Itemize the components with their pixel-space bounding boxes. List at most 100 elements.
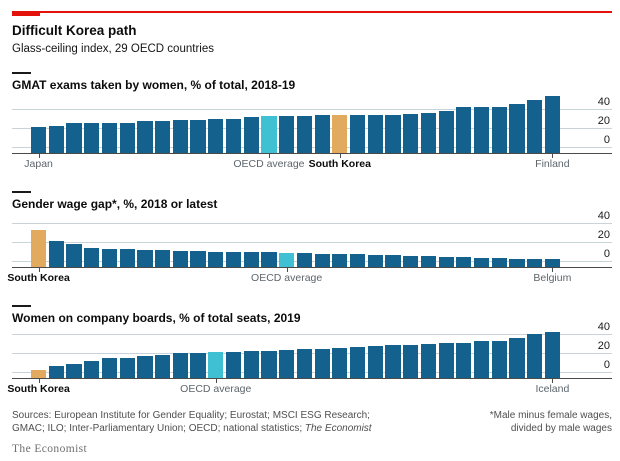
bar xyxy=(420,113,437,153)
bar xyxy=(155,120,171,153)
bar-oecd-average xyxy=(261,116,277,153)
bar xyxy=(225,118,242,153)
category-tick xyxy=(38,154,40,158)
footnote-text: *Male minus female wages, divided by mal… xyxy=(490,409,612,435)
chart-title-gmat: GMAT exams taken by women, % of total, 2… xyxy=(12,78,296,92)
panel-rule xyxy=(12,191,31,193)
panel-rule xyxy=(12,72,31,74)
bar xyxy=(84,122,100,153)
bar xyxy=(137,356,153,378)
category-label-belgium: Belgium xyxy=(533,272,572,284)
bar xyxy=(491,258,507,267)
bar xyxy=(66,244,82,267)
top-accent-rule xyxy=(12,11,612,16)
category-tick xyxy=(552,154,554,158)
sources-line2: GMAC; ILO; Inter-Parliamentary Union; OE… xyxy=(12,423,305,434)
page-subtitle: Glass-ceiling index, 29 OECD countries xyxy=(12,43,214,55)
bar-oecd-average xyxy=(208,352,224,378)
bar xyxy=(509,103,525,153)
category-tick xyxy=(268,154,270,158)
sources-line1: Sources: European Institute for Gender E… xyxy=(12,410,370,421)
bar xyxy=(544,96,561,153)
category-tick xyxy=(552,379,554,383)
bar xyxy=(66,122,82,153)
bar xyxy=(314,253,330,267)
y-axis-tick-label: 0 xyxy=(603,134,610,147)
bar xyxy=(243,351,259,378)
bar xyxy=(172,119,188,153)
bar xyxy=(84,248,100,267)
bar xyxy=(420,256,437,267)
y-axis-tick-label: 40 xyxy=(597,210,610,223)
category-label-japan: Japan xyxy=(24,158,53,170)
bar xyxy=(48,365,64,378)
category-label-oecd-average: OECD average xyxy=(233,158,305,170)
bars-container xyxy=(31,214,561,267)
category-label-south-korea: South Korea xyxy=(308,158,371,170)
gridline-20 xyxy=(12,128,612,130)
economist-wordmark: The Economist xyxy=(12,443,88,455)
bar xyxy=(296,253,312,267)
chart-title-boards: Women on company boards, % of total seat… xyxy=(12,311,301,325)
chart-panel-boards: Women on company boards, % of total seat… xyxy=(7,305,612,396)
bar xyxy=(367,115,383,153)
accent-line xyxy=(12,11,612,13)
gridline-20 xyxy=(12,242,612,244)
bar xyxy=(509,258,525,267)
bar xyxy=(155,354,171,378)
category-tick xyxy=(38,268,40,272)
gridline-40 xyxy=(12,109,612,111)
footnote-line2: divided by male wages xyxy=(510,423,612,434)
bar xyxy=(155,250,171,267)
bar xyxy=(349,115,366,153)
bar xyxy=(438,256,454,267)
bar xyxy=(119,249,135,267)
category-label-iceland: Iceland xyxy=(535,383,570,395)
bar xyxy=(403,344,419,378)
bar xyxy=(491,340,507,378)
bar xyxy=(137,120,153,153)
y-axis-tick-label: 20 xyxy=(597,115,610,128)
bar xyxy=(473,257,490,267)
sources-line2-italic: The Economist xyxy=(304,423,372,434)
gridline-0 xyxy=(12,372,612,374)
bar xyxy=(66,363,82,378)
bar xyxy=(420,344,437,378)
bar xyxy=(48,240,64,267)
bar xyxy=(172,250,188,267)
bar xyxy=(438,343,454,378)
bar xyxy=(208,251,224,267)
bar xyxy=(314,115,330,153)
bar xyxy=(385,345,401,378)
bar xyxy=(279,116,295,153)
bar xyxy=(544,331,561,378)
bar xyxy=(225,251,242,267)
bar xyxy=(137,249,153,267)
bar xyxy=(491,106,507,153)
bar xyxy=(527,99,543,153)
bar xyxy=(403,255,419,267)
bar xyxy=(225,351,242,378)
bar-south-korea xyxy=(31,370,47,378)
y-axis-tick-label: 20 xyxy=(597,229,610,242)
category-tick xyxy=(38,379,40,383)
bars-container xyxy=(31,95,561,153)
y-axis-tick-label: 40 xyxy=(597,96,610,109)
bar xyxy=(190,119,206,153)
bar xyxy=(544,259,561,267)
bar-south-korea xyxy=(31,229,47,267)
bar xyxy=(349,347,366,378)
bar xyxy=(456,342,472,378)
bar xyxy=(119,357,135,378)
panel-rule xyxy=(12,305,31,307)
chart-panel-gmat: GMAT exams taken by women, % of total, 2… xyxy=(12,72,612,171)
category-tick xyxy=(286,268,288,272)
bar xyxy=(473,341,490,378)
bar xyxy=(48,126,64,153)
bar xyxy=(243,116,259,153)
bar xyxy=(208,118,224,153)
gridline-0 xyxy=(12,261,612,263)
bar xyxy=(119,122,135,153)
footer: Sources: European Institute for Gender E… xyxy=(12,409,612,435)
